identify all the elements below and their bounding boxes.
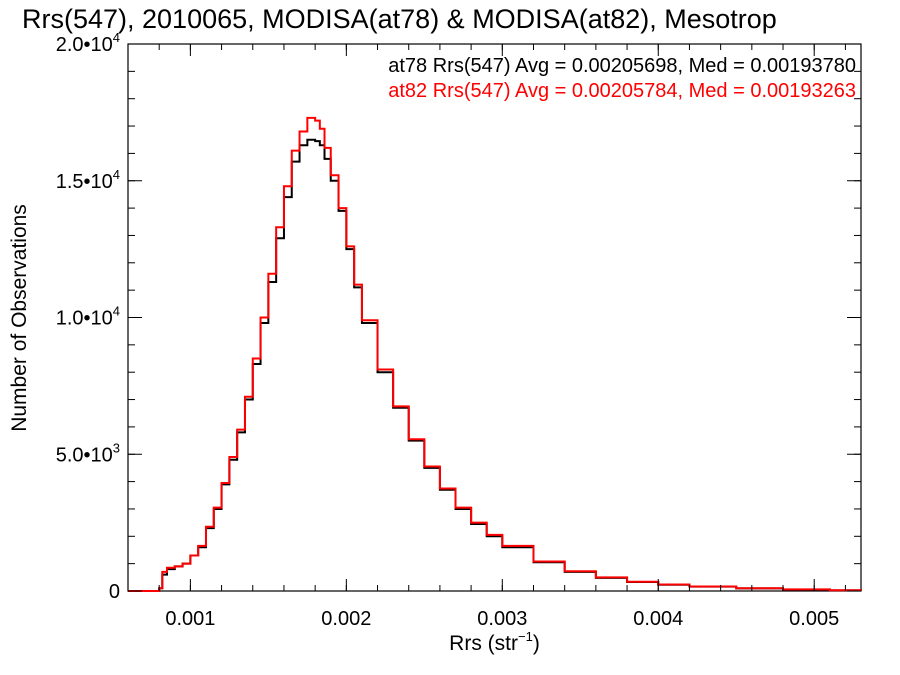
y-tick-label-2: 1.0•104 xyxy=(56,304,120,330)
y-axis-label: Number of Observations xyxy=(8,204,31,432)
axes: 0.001 0.002 0.003 0.004 0.005 0 5.0•103 1.0•104… xyxy=(8,30,861,655)
legend-stats: at78 Rrs(547) Avg = 0.00205698, Med = 0.… xyxy=(388,55,856,102)
x-axis-label: Rrs (str−1) xyxy=(449,629,540,655)
x-tick-label-0: 0.001 xyxy=(165,608,215,630)
series-group xyxy=(128,116,862,592)
chart-title: Rrs(547), 2010065, MODISA(at78) & MODISA… xyxy=(22,4,777,34)
series-line-at78 xyxy=(128,138,862,592)
x-tick-label-3: 0.004 xyxy=(633,608,683,630)
y-tick-label-0: 0 xyxy=(109,581,120,603)
series-line-at82 xyxy=(128,116,862,592)
plot-area xyxy=(127,43,862,592)
y-tick-label-4: 2.0•104 xyxy=(56,30,120,56)
y-tick-label-3: 1.5•104 xyxy=(56,167,120,193)
x-tick-label-1: 0.002 xyxy=(321,608,371,630)
x-tick-label-4: 0.005 xyxy=(789,608,839,630)
stat-label-at82: at82 Rrs(547) Avg = 0.00205784, Med = 0.… xyxy=(388,80,856,102)
y-tick-label-1: 5.0•103 xyxy=(56,440,120,466)
plot-frame xyxy=(127,43,862,592)
stat-label-at78: at78 Rrs(547) Avg = 0.00205698, Med = 0.… xyxy=(388,55,856,77)
x-tick-label-2: 0.003 xyxy=(477,608,527,630)
